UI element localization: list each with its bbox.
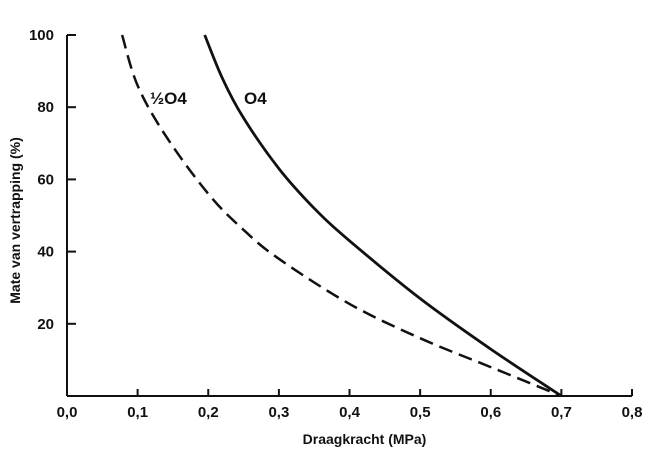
- x-tick-label: 0,6: [480, 404, 501, 421]
- x-tick-label: 0,1: [127, 404, 148, 421]
- x-tick-label: 0,0: [57, 404, 78, 421]
- x-tick-label: 0,4: [339, 404, 361, 421]
- y-tick-label: 60: [37, 171, 54, 188]
- series-labels: ½O4 O4: [150, 89, 267, 108]
- axis-ticks: 0,0 0,1 0,2 0,3 0,4 0,5 0,6 0,7 0,8 20 40 60 80 100: [29, 27, 642, 421]
- series-line-half-o4: [120, 34, 562, 398]
- x-axis-title: Draagkracht (MPa): [303, 431, 427, 447]
- series-label: O4: [244, 89, 267, 108]
- x-tick-label: 0,8: [622, 404, 643, 421]
- x-tick-label: 0,7: [551, 404, 572, 421]
- x-tick-label: 0,3: [268, 404, 289, 421]
- y-tick-label: 40: [37, 244, 54, 261]
- series-label: ½O4: [150, 89, 187, 108]
- y-tick-label: 80: [37, 99, 54, 116]
- y-tick-label: 100: [29, 27, 54, 44]
- series-line-o4: [203, 34, 563, 398]
- x-tick-label: 0,2: [198, 404, 219, 421]
- y-axis-title: Mate van vertrapping (%): [7, 137, 23, 303]
- series-lines: [120, 34, 563, 398]
- y-tick-label: 20: [37, 316, 54, 333]
- x-tick-label: 0,5: [410, 404, 431, 421]
